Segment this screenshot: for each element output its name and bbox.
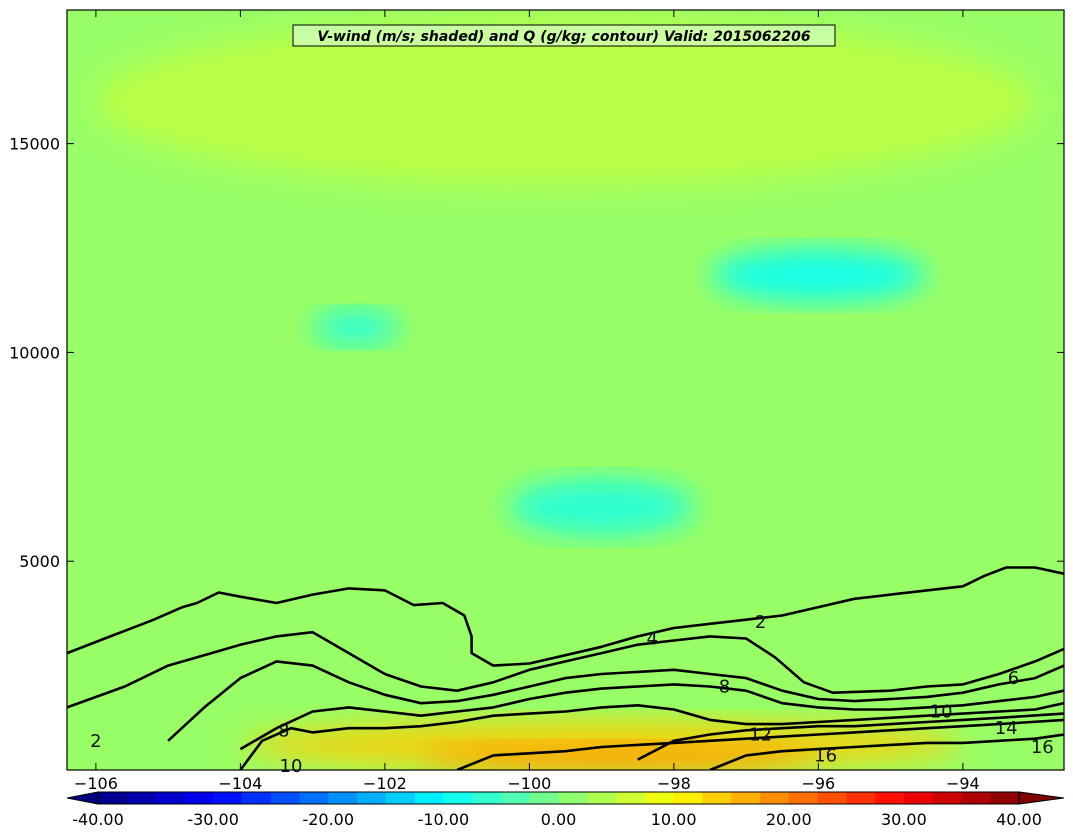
chart-title: V-wind (m/s; shaded) and Q (g/kg; contou… [317,29,810,45]
v-wind-shading [95,18,1036,770]
colorbar-segment [846,792,876,804]
y-tick-label: 15000 [9,135,60,154]
colorbar-segment [529,792,559,804]
colorbar-segment [184,792,214,804]
q-contour-16 [709,733,1064,770]
x-tick-label: −100 [507,774,551,793]
colorbar-segment [731,792,761,804]
contour-label: 12 [749,725,772,746]
q-contour-8 [239,683,1064,751]
colorbar-segment [357,792,387,804]
colorbar-segment [299,792,329,804]
shaded-region [95,18,1036,186]
colorbar-tick-label: 10.00 [651,810,697,829]
colorbar-segment [443,792,473,804]
colorbar-segment [990,792,1020,804]
colorbar-segment [875,792,905,804]
colorbar-segment [903,792,934,804]
q-contour-4 [67,630,1064,709]
colorbar-segment [616,792,646,804]
x-tick-label: −96 [801,774,835,793]
shaded-region [312,310,400,345]
colorbar-extend-min [66,791,99,805]
colorbar-segment [414,792,444,804]
colorbar-tick-label: -20.00 [302,810,354,829]
colorbar-tick-label: 20.00 [766,810,812,829]
plot-area: 2 4 6 8 10 12 14 16 16 8 10 2 [66,9,1065,777]
colorbar-extend-max [1018,791,1065,805]
colorbar-segment [702,792,732,804]
x-axis: −106 −104 −102 −100 −98 −96 −94 [74,10,980,793]
colorbar-segment [673,792,703,804]
colorbar-segment [558,792,588,804]
contour-label: 16 [1031,737,1054,758]
contour-label: 8 [278,720,289,741]
contour-label: 8 [719,676,730,697]
contour-label: 14 [995,718,1018,739]
colorbar-segment [241,792,272,804]
colorbar-segment [385,792,416,804]
x-tick-label: −106 [74,774,118,793]
colorbar-segment [587,792,617,804]
title-background [292,24,836,47]
q-contour-14 [456,718,1064,770]
q-contour-6 [167,660,1064,742]
colorbar-tick-label: -40.00 [72,810,124,829]
colorbar-segment [472,792,502,804]
y-tick-label: 10000 [9,343,60,362]
contour-label: 4 [646,628,657,649]
shaded-region [507,477,696,537]
y-tick-label: 5000 [19,552,60,571]
colorbar-segment [213,792,243,804]
colorbar-segment [126,792,157,804]
contour-label: 2 [90,731,101,752]
colorbar-segment [270,792,300,804]
chart-title-box: V-wind (m/s; shaded) and Q (g/kg; contou… [292,24,836,47]
colorbar-segment [788,792,819,804]
colorbar-tick-label: -10.00 [418,810,470,829]
plot-frame [66,9,1065,771]
x-tick-label: −94 [946,774,980,793]
q-contours [67,566,1064,770]
x-tick-label: −98 [657,774,691,793]
shaded-region-core [421,743,819,769]
q-contour-2 [67,566,1064,667]
colorbar-segment [932,792,962,804]
colorbar-tick-label: -30.00 [187,810,239,829]
x-tick-label: −102 [363,774,407,793]
contour-label: 10 [930,702,953,723]
shaded-region [709,248,927,303]
y-axis: 5000 10000 15000 [9,135,1064,571]
q-contour-10 [239,701,1064,770]
x-tick-label: −104 [218,774,262,793]
colorbar-segment [328,792,358,804]
colorbar: -40.00 -30.00 -20.00 -10.00 0.00 10.00 20.00 30… [66,791,1065,829]
colorbar-segment [817,792,847,804]
colorbar-tick-label: 40.00 [996,810,1042,829]
colorbar-segment [961,792,991,804]
contour-label: 6 [1008,668,1019,689]
colorbar-tick-label: 30.00 [881,810,927,829]
colorbar-segment [98,792,128,804]
contour-label: 10 [280,756,303,777]
colorbar-tick-label: 0.00 [541,810,577,829]
contour-label: 16 [814,745,837,766]
colorbar-frame [97,791,1020,805]
colorbar-segment [155,792,185,804]
contour-label: 2 [755,612,766,633]
colorbar-segment [644,792,675,804]
colorbar-segment [500,792,531,804]
q-contour-12 [637,712,1064,761]
colorbar-segment [759,792,790,804]
q-contour-labels: 2 4 6 8 10 12 14 16 16 8 10 2 [90,612,1054,777]
